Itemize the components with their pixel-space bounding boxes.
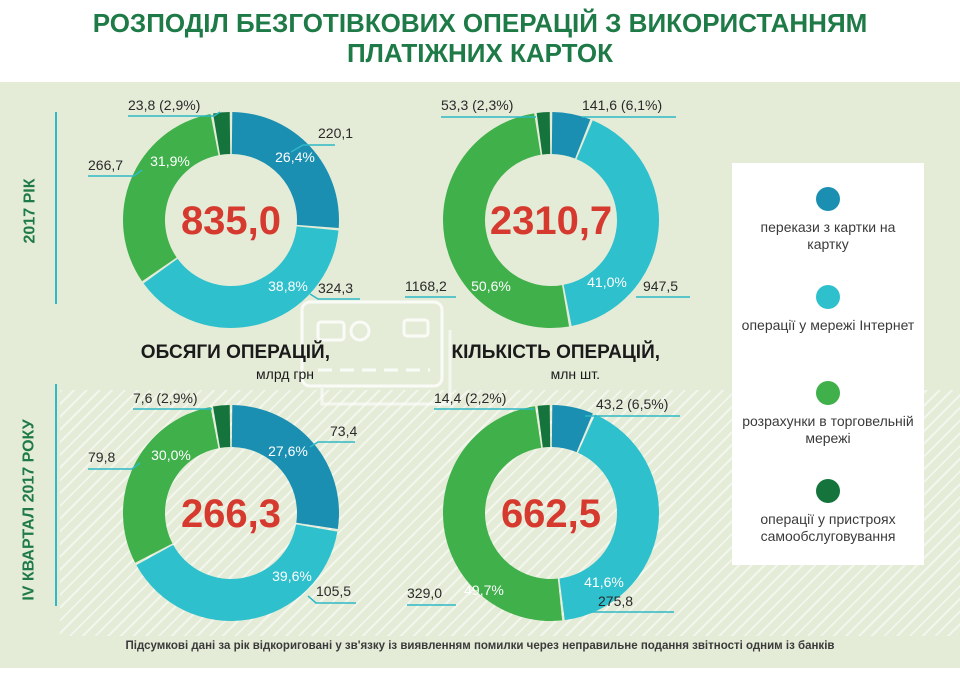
volume-section-title: ОБСЯГИ ОПЕРАЦІЙ, (140, 342, 330, 363)
percent-label: 38,8% (268, 278, 308, 294)
leader-line (290, 144, 335, 153)
legend-label: розрахунки в торговельній мережі (742, 413, 914, 446)
leader-line (88, 462, 141, 470)
donut-chart-2: 41,0% 50,6% 2310,7 141,6 (6,1%) 947,5 1168,2 5… (405, 97, 690, 328)
legend-label: операції у пристроях самообслуговування (760, 511, 896, 544)
value-label: 141,6 (6,1%) (582, 97, 662, 113)
legend-dot-icon (816, 285, 840, 309)
donut-slice (551, 405, 593, 453)
count-section-unit: млн шт. (550, 366, 600, 382)
legend-label: перекази з картки на картку (760, 219, 896, 252)
total-value: 266,3 (181, 492, 281, 536)
value-label: 79,8 (88, 449, 115, 465)
total-value: 835,0 (181, 199, 281, 243)
percent-label: 27,6% (268, 443, 308, 459)
title-line-1: РОЗПОДІЛ БЕЗГОТІВКОВИХ ОПЕРАЦІЙ З ВИКОРИ… (92, 8, 868, 38)
title-line-2: ПЛАТІЖНИХ КАРТОК (346, 38, 614, 68)
percent-label: 50,6% (471, 278, 511, 294)
legend-item-card-transfers: перекази з картки на картку (732, 187, 924, 253)
donut-slice (143, 226, 339, 328)
leader-line (128, 111, 221, 117)
volume-section-unit: млрд грн (256, 366, 314, 382)
value-label: 324,3 (318, 280, 353, 296)
donut-slice (213, 112, 231, 155)
value-label: 105,5 (316, 583, 351, 599)
donut-slice (213, 405, 231, 448)
footnote: Підсумкові дані за рік відкориговані у з… (125, 640, 835, 652)
value-label: 947,5 (643, 278, 678, 294)
donut-slice (551, 112, 591, 159)
donut-slice (537, 405, 551, 448)
chart-title: РОЗПОДІЛ БЕЗГОТІВКОВИХ ОПЕРАЦІЙ З ВИКОРИ… (0, 0, 960, 82)
donut-slice (231, 405, 339, 530)
value-label: 43,2 (6,5%) (596, 396, 668, 412)
percent-label: 26,4% (275, 149, 315, 165)
legend: перекази з картки на картку операції у м… (732, 163, 924, 565)
legend-item-retail: розрахунки в торговельній мережі (732, 381, 924, 447)
donut-slice (231, 112, 340, 228)
donut-chart-4: 41,6% 49,7% 662,5 43,2 (6,5%) 275,8 329,0 14,4… (407, 390, 680, 621)
donut-slice (559, 414, 659, 621)
donut-chart-1: 26,4% 38,8% 31,9% 835,0 220,1 324,3 266,7 23,8 … (88, 97, 360, 328)
legend-dot-icon (816, 479, 840, 503)
value-label: 329,0 (407, 585, 442, 601)
donut-slice (563, 120, 660, 327)
percent-label: 30,0% (151, 447, 191, 463)
value-label: 266,7 (88, 157, 123, 173)
value-label: 220,1 (318, 125, 353, 141)
count-section-title: КІЛЬКІСТЬ ОПЕРАЦІЙ, (451, 342, 660, 363)
value-label: 14,4 (2,2%) (434, 390, 506, 406)
donut-slice (123, 113, 219, 282)
leader-line (309, 293, 360, 300)
legend-dot-icon (816, 187, 840, 211)
value-label: 23,8 (2,9%) (128, 97, 200, 113)
legend-label: операції у мережі Інтернет (741, 317, 915, 333)
value-label: 7,6 (2,9%) (133, 390, 198, 406)
percent-label: 41,0% (587, 274, 627, 290)
leader-line (307, 595, 356, 604)
value-label: 275,8 (598, 593, 633, 609)
value-label: 53,3 (2,3%) (441, 97, 513, 113)
donut-slice (536, 112, 551, 155)
leader-line (88, 169, 143, 177)
value-label: 1168,2 (405, 278, 447, 294)
donut-chart-3: 27,6% 39,6% 30,0% 266,3 73,4 105,5 79,8 7,6 (2,… (88, 390, 357, 621)
total-value: 662,5 (501, 492, 601, 536)
leader-line (309, 441, 355, 448)
donut-slice (443, 406, 563, 621)
legend-item-internet: операції у мережі Інтернет (732, 285, 924, 334)
total-value: 2310,7 (490, 199, 612, 243)
percent-label: 49,7% (464, 582, 504, 598)
card-icon (300, 300, 452, 406)
legend-dot-icon (816, 381, 840, 405)
row-divider-year (55, 112, 57, 304)
donut-slice (122, 406, 219, 563)
donut-slice (136, 524, 338, 621)
percent-label: 39,6% (272, 568, 312, 584)
row-divider-quarter (55, 384, 57, 606)
percent-label: 31,9% (150, 153, 190, 169)
value-label: 73,4 (330, 423, 357, 439)
percent-label: 41,6% (584, 574, 624, 590)
donut-slice (443, 113, 570, 328)
legend-item-self-service: операції у пристроях самообслуговування (732, 479, 924, 545)
